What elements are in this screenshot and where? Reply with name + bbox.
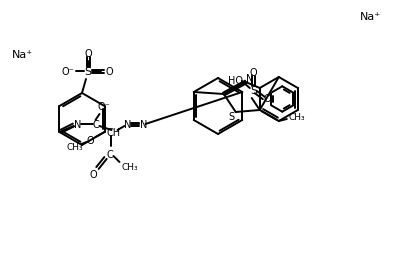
Text: Na⁺: Na⁺ (12, 50, 33, 60)
Text: N: N (246, 74, 253, 84)
Text: O⁻: O⁻ (61, 67, 74, 77)
Text: O: O (87, 135, 94, 146)
Text: O: O (90, 169, 97, 179)
Text: S: S (250, 86, 257, 96)
Text: N: N (124, 120, 131, 130)
Text: O⁻: O⁻ (97, 102, 110, 112)
Text: S: S (229, 112, 235, 121)
Text: O: O (250, 68, 258, 78)
Text: CH₃: CH₃ (121, 162, 138, 171)
Text: O: O (264, 94, 272, 104)
Text: N: N (140, 120, 147, 130)
Text: C: C (106, 149, 113, 159)
Text: CH₃: CH₃ (288, 113, 305, 122)
Text: N: N (74, 120, 81, 130)
Text: S: S (85, 67, 91, 77)
Text: HO: HO (228, 76, 243, 86)
Text: O: O (84, 49, 92, 59)
Text: Na⁺: Na⁺ (359, 12, 381, 22)
Text: O: O (105, 67, 113, 77)
Text: C: C (92, 120, 99, 130)
Text: CH: CH (107, 128, 120, 137)
Text: CH₃: CH₃ (66, 142, 83, 151)
